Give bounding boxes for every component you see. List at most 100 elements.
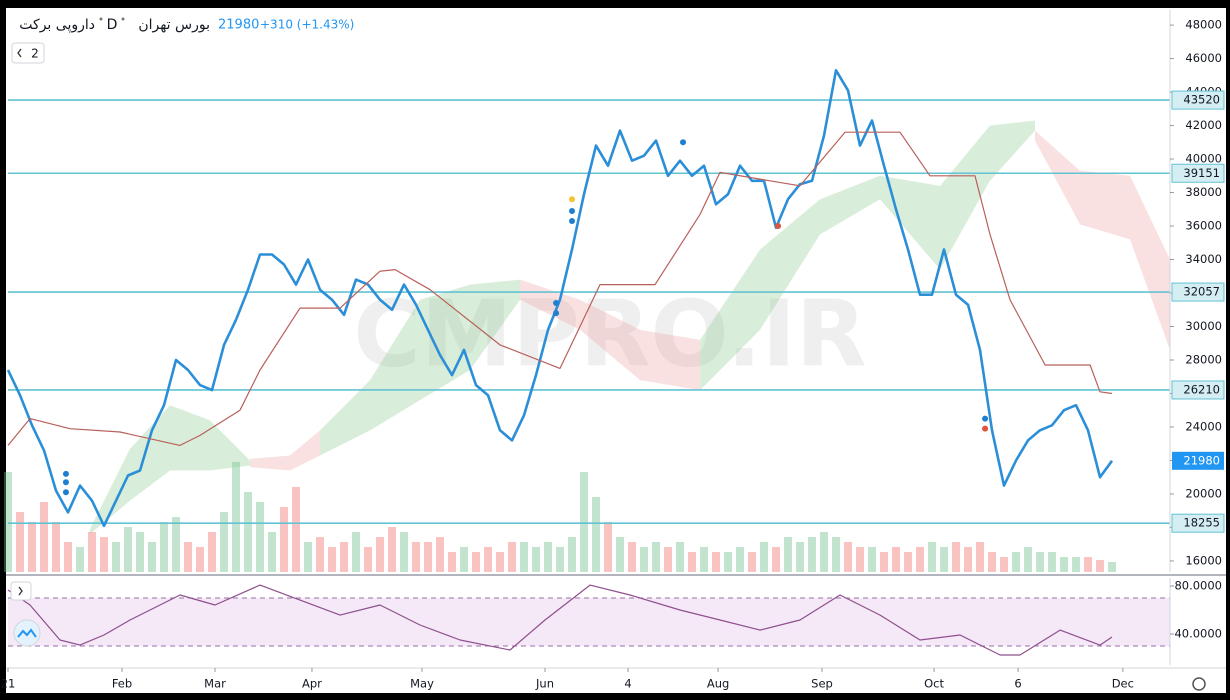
volume-bar	[940, 547, 949, 572]
volume-bar	[388, 527, 397, 572]
level-box	[1171, 90, 1225, 110]
x-tick-label: Mar	[204, 677, 226, 691]
toggle-box[interactable]	[11, 42, 45, 64]
logo-mark	[17, 628, 37, 638]
volume-bar	[232, 462, 241, 572]
watermark: CMPRO.IR	[353, 280, 867, 387]
volume-bar	[460, 547, 469, 572]
series-line	[6, 69, 1114, 528]
volume-bar	[16, 512, 25, 572]
volume-bar	[1084, 557, 1093, 572]
y-tick-label: 80.0000	[1174, 579, 1222, 593]
cloud	[89, 405, 251, 535]
volume-bar	[748, 552, 757, 572]
series-line	[7, 131, 1113, 446]
volume-bar	[604, 522, 613, 572]
volume-bar	[700, 547, 709, 572]
volume-bar	[496, 552, 505, 572]
volume-bar	[304, 542, 313, 572]
volume-bar	[736, 547, 745, 572]
volume-bar	[208, 532, 217, 572]
volume-bar	[568, 537, 577, 572]
volume-bar	[100, 537, 109, 572]
volume-bar	[712, 552, 721, 572]
volume-bar	[376, 537, 385, 572]
volume-bar	[1048, 552, 1057, 572]
y-tick-label: 42000	[1185, 118, 1222, 132]
volume-bar	[160, 522, 169, 572]
volume-bar	[76, 547, 85, 572]
volume-bar	[676, 542, 685, 572]
volume-bar	[1060, 557, 1069, 572]
volume-bar	[352, 532, 361, 572]
volume-bar	[964, 547, 973, 572]
volume-bar	[556, 547, 565, 572]
signal-marker	[680, 139, 687, 146]
volume-bar	[424, 542, 433, 572]
signal-marker	[62, 479, 69, 486]
signal-marker	[982, 415, 989, 422]
chevron	[17, 48, 22, 58]
volume-bar	[1072, 557, 1081, 572]
volume-bar	[640, 547, 649, 572]
volume-bar	[592, 497, 601, 572]
volume-bar	[796, 542, 805, 572]
volume-bar	[976, 542, 985, 572]
volume-bar	[916, 547, 925, 572]
volume-bar	[244, 492, 253, 572]
volume-bar	[196, 547, 205, 572]
volume-bar	[436, 537, 445, 572]
volume-bar	[844, 542, 853, 572]
y-tick-label: 46000	[1185, 51, 1222, 65]
volume-bar	[220, 512, 229, 572]
x-tick-label: Aug	[707, 677, 729, 691]
toggle-box[interactable]	[10, 581, 32, 601]
volume-bar	[520, 542, 529, 572]
volume-bar	[292, 487, 301, 572]
x-tick-label: Dec	[1112, 677, 1134, 691]
volume-bar	[88, 532, 97, 572]
indicators-count: 2	[31, 47, 39, 61]
volume-bar	[628, 542, 637, 572]
volume-bar	[652, 542, 661, 572]
rsi-toggle[interactable]	[10, 581, 32, 601]
volume-bar	[280, 507, 289, 572]
signal-marker	[553, 310, 560, 317]
signal-marker	[553, 300, 560, 307]
canvas	[6, 8, 1226, 693]
volume-bar	[184, 542, 193, 572]
volume-bar	[340, 542, 349, 572]
logo[interactable]	[13, 619, 41, 647]
volume-bar	[868, 547, 877, 572]
volume-bar	[52, 522, 61, 572]
cloud	[250, 430, 321, 471]
volume-bar	[328, 547, 337, 572]
volume-bar	[472, 552, 481, 572]
y-tick-label: 36000	[1185, 219, 1222, 233]
volume-bar	[448, 552, 457, 572]
exchange: بورس تهران	[138, 17, 210, 33]
volume-bar	[856, 547, 865, 572]
settings-icon[interactable]	[1192, 677, 1206, 691]
level-label: 43520	[1183, 93, 1220, 107]
volume-bar	[928, 542, 937, 572]
chevron	[18, 586, 23, 596]
volume-bar	[808, 537, 817, 572]
signal-marker	[62, 470, 69, 477]
volume-bar	[664, 547, 673, 572]
indicators-toggle[interactable]: 2	[11, 42, 45, 64]
separator-dot	[99, 17, 103, 21]
y-tick-label: 28000	[1185, 352, 1222, 366]
volume-bar	[112, 542, 121, 572]
y-tick-label: 16000	[1185, 553, 1222, 567]
volume-bar	[1096, 560, 1105, 572]
volume-bar	[1024, 547, 1033, 572]
volume-bar	[136, 532, 145, 572]
x-tick-label: Jun	[535, 677, 554, 691]
cloud	[320, 279, 521, 456]
volume-bar	[316, 537, 325, 572]
volume-bar	[124, 527, 133, 572]
cloud	[700, 120, 1035, 391]
series-line	[7, 584, 1113, 656]
volume-bar	[412, 542, 421, 572]
